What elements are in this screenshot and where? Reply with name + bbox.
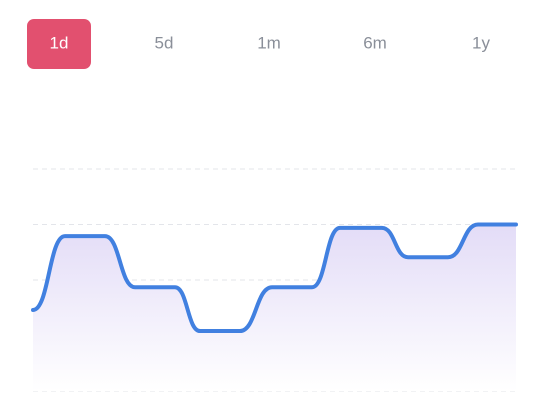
tab-label[interactable]: 1d [50,33,69,52]
area [33,224,516,391]
range-tabs: 1d 5d 1m 6m 1y [27,19,490,69]
tab-label[interactable]: 1y [472,33,490,52]
tab-highlight [27,19,91,69]
plot [31,168,518,392]
range-tab[interactable]: 5d [155,33,174,52]
tab-label[interactable]: 5d [155,33,174,52]
line [31,222,518,334]
range-tab[interactable]: 1d [27,19,91,69]
range-tab[interactable]: 1y [472,33,490,52]
tab-label[interactable]: 6m [363,33,387,52]
range-tab[interactable]: 6m [363,33,387,52]
tab-label[interactable]: 1m [257,33,281,52]
range-tab[interactable]: 1m [257,33,281,52]
